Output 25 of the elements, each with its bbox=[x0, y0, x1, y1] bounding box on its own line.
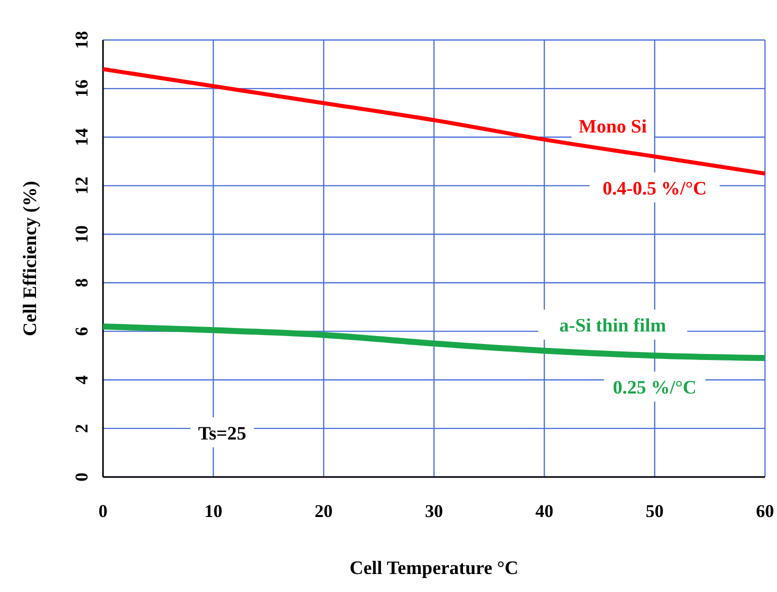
line-series bbox=[101, 67, 767, 176]
series-label: a-Si thin film bbox=[559, 316, 666, 337]
series-label: Mono Si bbox=[578, 116, 647, 138]
x-axis-title: Cell Temperature °C bbox=[350, 558, 518, 579]
x-tick-label: 20 bbox=[314, 501, 333, 521]
y-tick-label: 18 bbox=[71, 31, 92, 49]
x-tick-label: 50 bbox=[646, 501, 664, 521]
x-tick-label: 60 bbox=[756, 501, 774, 521]
annotation: Ts=25 bbox=[198, 423, 246, 444]
y-tick-label: 14 bbox=[71, 128, 92, 146]
x-tick-label: 10 bbox=[204, 501, 222, 521]
x-tick-label: 30 bbox=[425, 501, 443, 521]
annotation: 0.25 %/°C bbox=[612, 378, 696, 399]
annotation: 0.4-0.5 %/°C bbox=[602, 178, 707, 200]
y-tick-label: 16 bbox=[71, 80, 92, 98]
y-tick-label: 12 bbox=[71, 176, 92, 195]
y-tick-label: 10 bbox=[71, 225, 92, 244]
y-axis-title: Cell Efficiency (%) bbox=[20, 180, 41, 336]
y-tick-label: 8 bbox=[71, 278, 92, 288]
y-tick-label: 0 bbox=[71, 472, 92, 482]
y-tick-label: 2 bbox=[71, 424, 92, 433]
x-tick-label: 40 bbox=[535, 501, 554, 521]
y-tick-label: 4 bbox=[71, 375, 92, 384]
x-tick-label: 0 bbox=[98, 501, 108, 521]
y-tick-label: 6 bbox=[71, 326, 92, 336]
